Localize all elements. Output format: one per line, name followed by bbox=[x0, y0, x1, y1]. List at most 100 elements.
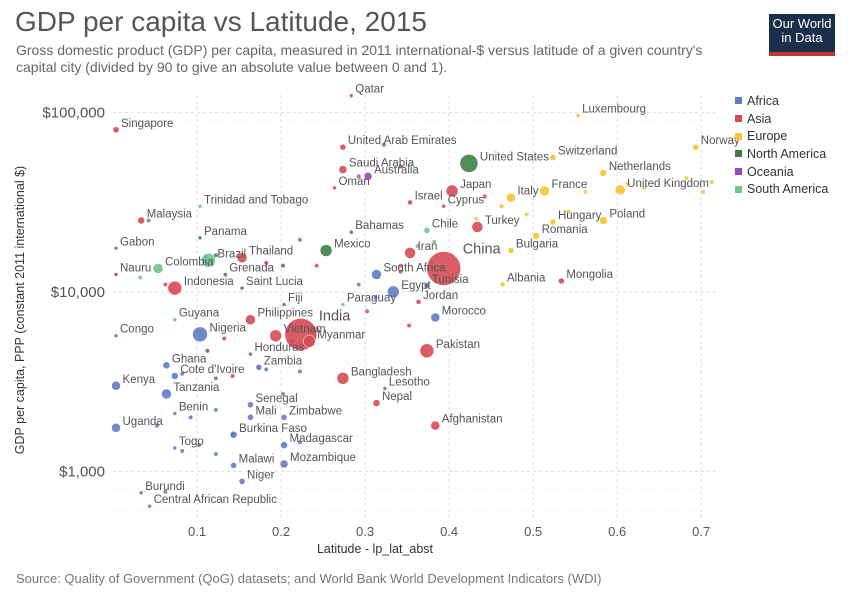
data-point[interactable] bbox=[387, 285, 400, 299]
data-point[interactable] bbox=[152, 263, 164, 274]
data-point[interactable] bbox=[398, 269, 403, 274]
data-point[interactable] bbox=[474, 216, 479, 221]
data-point[interactable] bbox=[471, 221, 484, 233]
legend-item[interactable]: Africa bbox=[735, 92, 828, 110]
data-point[interactable] bbox=[506, 192, 516, 203]
data-point[interactable] bbox=[684, 176, 689, 181]
owid-logo[interactable]: Our World in Data bbox=[769, 14, 835, 56]
data-point[interactable] bbox=[398, 164, 403, 169]
data-point[interactable] bbox=[599, 169, 608, 177]
data-point[interactable] bbox=[692, 143, 700, 151]
data-point[interactable] bbox=[264, 260, 269, 265]
data-point[interactable] bbox=[332, 185, 337, 191]
data-point[interactable] bbox=[398, 263, 403, 268]
data-point[interactable] bbox=[113, 246, 119, 251]
data-point[interactable] bbox=[155, 423, 160, 428]
data-point[interactable] bbox=[197, 443, 202, 448]
data-point[interactable] bbox=[430, 420, 441, 431]
data-point[interactable] bbox=[371, 269, 382, 280]
data-point[interactable] bbox=[372, 399, 381, 407]
data-point[interactable] bbox=[138, 275, 143, 280]
data-point[interactable] bbox=[197, 204, 203, 209]
data-point[interactable] bbox=[238, 478, 246, 485]
data-point[interactable] bbox=[549, 218, 557, 226]
data-point[interactable] bbox=[507, 247, 515, 254]
data-point[interactable] bbox=[575, 113, 581, 118]
data-point[interactable] bbox=[192, 326, 208, 343]
data-point[interactable] bbox=[112, 126, 120, 134]
data-point[interactable] bbox=[205, 348, 210, 353]
data-point[interactable] bbox=[269, 329, 282, 342]
data-point[interactable] bbox=[625, 181, 630, 186]
data-point[interactable] bbox=[415, 299, 422, 305]
data-point[interactable] bbox=[445, 184, 459, 198]
data-point[interactable] bbox=[255, 364, 263, 371]
data-point[interactable] bbox=[499, 281, 506, 288]
data-point[interactable] bbox=[171, 372, 179, 380]
data-point[interactable] bbox=[407, 323, 412, 328]
data-point[interactable] bbox=[137, 216, 145, 225]
data-point[interactable] bbox=[279, 459, 289, 469]
data-point[interactable] bbox=[245, 314, 256, 325]
data-point[interactable] bbox=[264, 367, 269, 372]
data-point[interactable] bbox=[382, 386, 388, 391]
data-point[interactable] bbox=[280, 414, 288, 421]
data-point[interactable] bbox=[599, 216, 608, 225]
data-point[interactable] bbox=[239, 285, 245, 291]
data-point[interactable] bbox=[430, 312, 441, 323]
legend-item[interactable]: Oceania bbox=[735, 163, 828, 181]
data-point[interactable] bbox=[459, 154, 479, 173]
data-point[interactable] bbox=[356, 174, 361, 179]
data-point[interactable] bbox=[336, 372, 350, 385]
data-point[interactable] bbox=[314, 263, 319, 268]
data-point[interactable] bbox=[230, 462, 237, 469]
data-point[interactable] bbox=[163, 489, 168, 494]
data-point[interactable] bbox=[303, 335, 316, 348]
data-point[interactable] bbox=[423, 282, 431, 290]
data-point[interactable] bbox=[566, 209, 571, 214]
data-point[interactable] bbox=[549, 154, 557, 161]
data-point[interactable] bbox=[213, 451, 218, 456]
data-point[interactable] bbox=[404, 247, 416, 259]
data-point[interactable] bbox=[426, 251, 461, 286]
data-point[interactable] bbox=[236, 252, 248, 263]
data-point[interactable] bbox=[222, 272, 228, 277]
data-point[interactable] bbox=[172, 445, 178, 451]
data-point[interactable] bbox=[111, 381, 121, 391]
data-point[interactable] bbox=[281, 302, 287, 307]
data-point[interactable] bbox=[709, 179, 714, 184]
data-point[interactable] bbox=[230, 373, 235, 378]
legend-item[interactable]: Asia bbox=[735, 110, 828, 128]
data-point[interactable] bbox=[356, 282, 361, 287]
data-point[interactable] bbox=[167, 280, 183, 296]
data-point[interactable] bbox=[197, 235, 203, 241]
data-point[interactable] bbox=[163, 282, 168, 287]
data-point[interactable] bbox=[180, 371, 185, 376]
data-point[interactable] bbox=[482, 194, 487, 199]
data-point[interactable] bbox=[339, 143, 347, 151]
data-point[interactable] bbox=[146, 218, 151, 223]
data-point[interactable] bbox=[365, 309, 370, 314]
data-point[interactable] bbox=[423, 227, 431, 234]
data-point[interactable] bbox=[213, 253, 218, 258]
data-point[interactable] bbox=[161, 388, 172, 400]
data-point[interactable] bbox=[539, 185, 550, 197]
data-point[interactable] bbox=[222, 336, 227, 341]
data-point[interactable] bbox=[201, 253, 216, 268]
data-point[interactable] bbox=[297, 369, 302, 374]
data-point[interactable] bbox=[419, 343, 435, 359]
data-point[interactable] bbox=[524, 212, 529, 217]
data-point[interactable] bbox=[113, 333, 119, 338]
data-point[interactable] bbox=[583, 190, 588, 195]
data-point[interactable] bbox=[441, 204, 446, 209]
data-point[interactable] bbox=[247, 401, 254, 409]
data-point[interactable] bbox=[407, 199, 413, 206]
data-point[interactable] bbox=[381, 142, 386, 147]
data-point[interactable] bbox=[701, 190, 706, 195]
data-point[interactable] bbox=[188, 415, 193, 420]
data-point[interactable] bbox=[363, 172, 373, 181]
data-point[interactable] bbox=[532, 232, 540, 240]
data-point[interactable] bbox=[432, 239, 437, 244]
data-point[interactable] bbox=[213, 407, 218, 412]
data-point[interactable] bbox=[614, 184, 626, 196]
